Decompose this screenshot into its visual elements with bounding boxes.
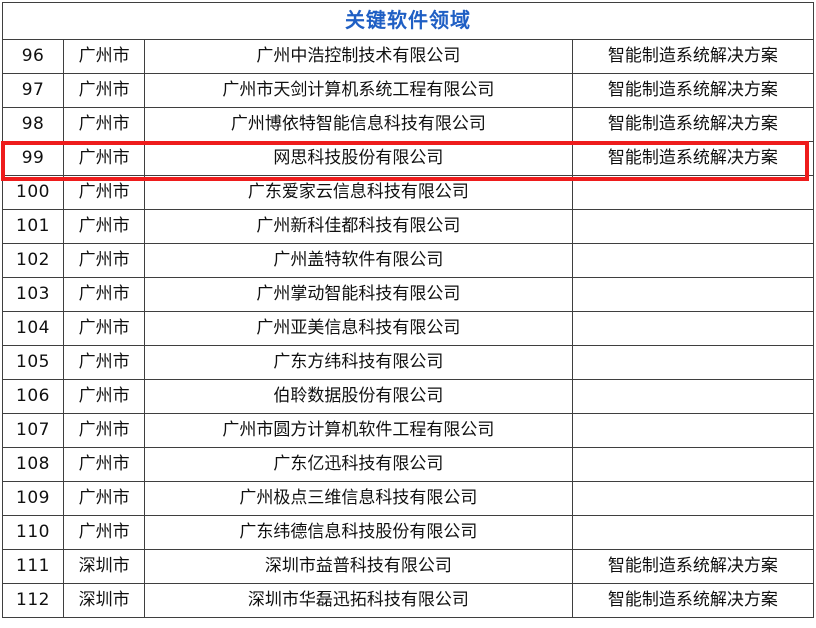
row-company-cell: 广东亿迅科技有限公司 — [144, 447, 573, 482]
row-field-cell — [571, 311, 815, 346]
table-row: 101 广州市 广州新科佳都科技有限公司 — [1, 209, 815, 244]
row-company-cell: 网思科技股份有限公司 — [144, 141, 573, 176]
row-company-cell: 深圳市华磊迅拓科技有限公司 — [144, 583, 573, 618]
row-city-cell: 广州市 — [63, 345, 146, 380]
table-row: 103 广州市 广州掌动智能科技有限公司 — [1, 277, 815, 312]
table-row: 105 广州市 广东方纬科技有限公司 — [1, 345, 815, 380]
row-city-cell: 广州市 — [63, 73, 146, 108]
row-index-cell: 100 — [1, 175, 65, 210]
table-title-row: 关键软件领域 — [2, 2, 814, 40]
row-city-cell: 广州市 — [63, 39, 146, 74]
row-company-cell: 广东方纬科技有限公司 — [144, 345, 573, 380]
table-row: 106 广州市 伯聆数据股份有限公司 — [1, 379, 815, 414]
row-city-cell: 广州市 — [63, 447, 146, 482]
row-company-cell: 广州市天剑计算机系统工程有限公司 — [144, 73, 573, 108]
row-index-cell: 96 — [1, 39, 65, 74]
row-field-cell — [571, 175, 815, 210]
table-row: 98 广州市 广州博依特智能信息科技有限公司 智能制造系统解决方案 — [1, 107, 815, 142]
row-city-cell: 广州市 — [63, 481, 146, 516]
row-field-cell: 智能制造系统解决方案 — [571, 583, 815, 618]
row-index-cell: 108 — [1, 447, 65, 482]
row-index-cell: 105 — [1, 345, 65, 380]
row-field-cell — [571, 379, 815, 414]
row-field-cell — [571, 515, 815, 550]
row-index-cell: 99 — [1, 141, 65, 176]
row-company-cell: 广州中浩控制技术有限公司 — [144, 39, 573, 74]
row-city-cell: 广州市 — [63, 209, 146, 244]
row-company-cell: 广州掌动智能科技有限公司 — [144, 277, 573, 312]
row-index-cell: 107 — [1, 413, 65, 448]
row-field-cell: 智能制造系统解决方案 — [571, 141, 815, 176]
table-row: 110 广州市 广东纬德信息科技股份有限公司 — [1, 515, 815, 550]
row-city-cell: 深圳市 — [63, 583, 146, 618]
row-city-cell: 广州市 — [63, 175, 146, 210]
row-company-cell: 广州亚美信息科技有限公司 — [144, 311, 573, 346]
row-company-cell: 伯聆数据股份有限公司 — [144, 379, 573, 414]
row-company-cell: 深圳市益普科技有限公司 — [144, 549, 573, 584]
row-index-cell: 111 — [1, 549, 65, 584]
row-city-cell: 广州市 — [63, 243, 146, 278]
row-field-cell — [571, 277, 815, 312]
row-field-cell: 智能制造系统解决方案 — [571, 549, 815, 584]
row-field-cell: 智能制造系统解决方案 — [571, 107, 815, 142]
table-row: 104 广州市 广州亚美信息科技有限公司 — [1, 311, 815, 346]
table-row: 109 广州市 广州极点三维信息科技有限公司 — [1, 481, 815, 516]
row-company-cell: 广州博依特智能信息科技有限公司 — [144, 107, 573, 142]
row-field-cell — [571, 481, 815, 516]
row-index-cell: 98 — [1, 107, 65, 142]
row-company-cell: 广东爱家云信息科技有限公司 — [144, 175, 573, 210]
row-company-cell: 广州市圆方计算机软件工程有限公司 — [144, 413, 573, 448]
table-row: 107 广州市 广州市圆方计算机软件工程有限公司 — [1, 413, 815, 448]
row-index-cell: 109 — [1, 481, 65, 516]
row-company-cell: 广州极点三维信息科技有限公司 — [144, 481, 573, 516]
row-field-cell — [571, 413, 815, 448]
row-index-cell: 104 — [1, 311, 65, 346]
row-index-cell: 97 — [1, 73, 65, 108]
table-row: 100 广州市 广东爱家云信息科技有限公司 — [1, 175, 815, 210]
row-city-cell: 广州市 — [63, 141, 146, 176]
table-row: 112 深圳市 深圳市华磊迅拓科技有限公司 智能制造系统解决方案 — [1, 583, 815, 618]
row-index-cell: 106 — [1, 379, 65, 414]
row-index-cell: 110 — [1, 515, 65, 550]
table-row: 97 广州市 广州市天剑计算机系统工程有限公司 智能制造系统解决方案 — [1, 73, 815, 108]
row-company-cell: 广东纬德信息科技股份有限公司 — [144, 515, 573, 550]
row-city-cell: 广州市 — [63, 515, 146, 550]
row-city-cell: 广州市 — [63, 277, 146, 312]
row-city-cell: 广州市 — [63, 311, 146, 346]
row-index-cell: 101 — [1, 209, 65, 244]
row-index-cell: 112 — [1, 583, 65, 618]
table-row: 99 广州市 网思科技股份有限公司 智能制造系统解决方案 — [1, 141, 815, 176]
row-city-cell: 广州市 — [63, 107, 146, 142]
row-field-cell — [571, 243, 815, 278]
page-title: 关键软件领域 — [345, 8, 471, 32]
row-company-cell: 广州盖特软件有限公司 — [144, 243, 573, 278]
row-city-cell: 广州市 — [63, 413, 146, 448]
table-row: 108 广州市 广东亿迅科技有限公司 — [1, 447, 815, 482]
row-company-cell: 广州新科佳都科技有限公司 — [144, 209, 573, 244]
row-field-cell — [571, 209, 815, 244]
row-field-cell — [571, 447, 815, 482]
row-index-cell: 103 — [1, 277, 65, 312]
row-index-cell: 102 — [1, 243, 65, 278]
row-field-cell: 智能制造系统解决方案 — [571, 73, 815, 108]
table-row: 111 深圳市 深圳市益普科技有限公司 智能制造系统解决方案 — [1, 549, 815, 584]
table-row: 96 广州市 广州中浩控制技术有限公司 智能制造系统解决方案 — [1, 39, 815, 74]
row-field-cell: 智能制造系统解决方案 — [571, 39, 815, 74]
table-title-cell: 关键软件领域 — [2, 2, 814, 40]
row-city-cell: 广州市 — [63, 379, 146, 414]
company-list-table: 关键软件领域 96 广州市 广州中浩控制技术有限公司 智能制造系统解决方案 97 广州市广… — [1, 2, 815, 618]
row-field-cell — [571, 345, 815, 380]
row-city-cell: 深圳市 — [63, 549, 146, 584]
table-row: 102 广州市 广州盖特软件有限公司 — [1, 243, 815, 278]
